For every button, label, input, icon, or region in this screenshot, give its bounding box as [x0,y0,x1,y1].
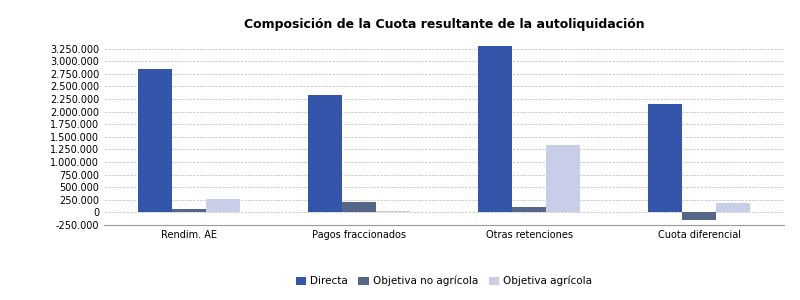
Legend: Directa, Objetiva no agrícola, Objetiva agrícola: Directa, Objetiva no agrícola, Objetiva … [291,272,597,291]
Bar [172,209,206,212]
Bar [138,69,172,212]
Bar [308,95,342,212]
Bar [512,207,546,212]
Bar [648,103,682,212]
Bar [716,203,750,212]
Bar [206,199,240,212]
Title: Composición de la Cuota resultante de la autoliquidación: Composición de la Cuota resultante de la… [244,18,644,31]
Bar [478,46,512,212]
Bar [682,212,716,220]
Bar [546,146,580,212]
Bar [342,202,376,212]
